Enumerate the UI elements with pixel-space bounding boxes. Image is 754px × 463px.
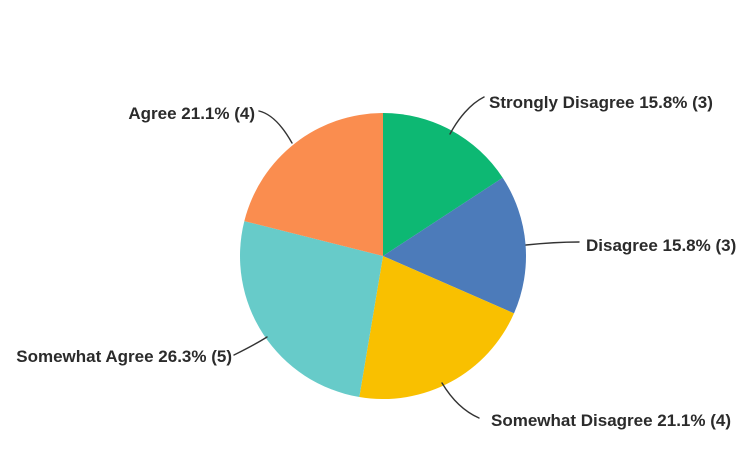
leader-line-disagree [525,241,580,246]
slice-label-strongly-disagree: Strongly Disagree 15.8% (3) [489,93,713,112]
leader-line-strongly-disagree [449,96,485,135]
slice-label-agree: Agree 21.1% (4) [128,104,255,123]
pie-slice-agree[interactable] [244,113,383,256]
slice-label-disagree: Disagree 15.8% (3) [586,236,737,255]
pie-slices [239,113,526,400]
leader-line-agree [258,110,293,144]
leader-lines [233,96,580,419]
pie-slice-disagree[interactable] [383,177,526,314]
pie-slice-somewhat-agree[interactable] [239,221,383,398]
slice-label-somewhat-disagree: Somewhat Disagree 21.1% (4) [491,411,731,430]
pie-slice-somewhat-disagree[interactable] [359,256,514,400]
pie-slice-strongly-disagree[interactable] [383,113,503,256]
leader-line-somewhat-agree [233,336,268,356]
leader-line-somewhat-disagree [441,382,480,419]
slice-label-somewhat-agree: Somewhat Agree 26.3% (5) [16,347,232,366]
